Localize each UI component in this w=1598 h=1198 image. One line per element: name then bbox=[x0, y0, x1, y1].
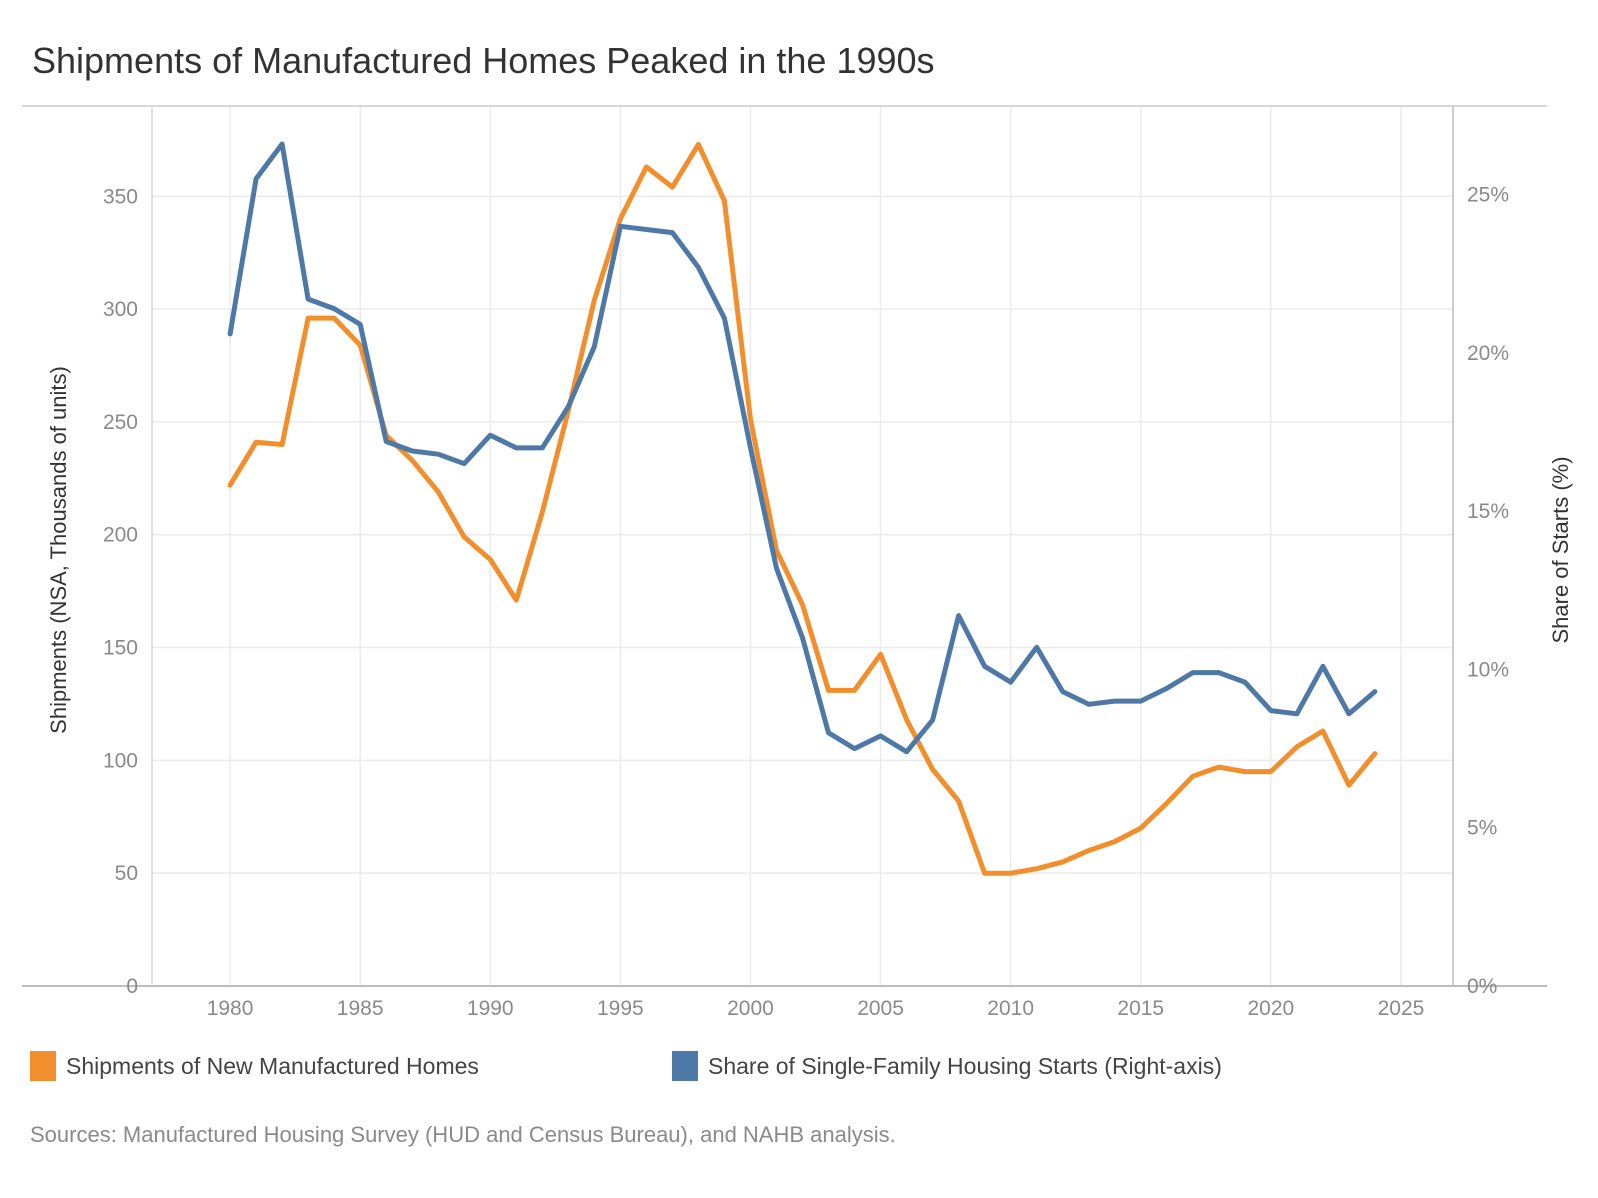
chart-frame bbox=[22, 105, 1547, 987]
y-tick-label: 350 bbox=[103, 185, 138, 208]
legend-label-share: Share of Single-Family Housing Starts (R… bbox=[708, 1052, 1222, 1079]
y2-tick-label: 5% bbox=[1467, 817, 1497, 840]
legend-swatch-blue bbox=[672, 1051, 698, 1081]
y-tick-label: 100 bbox=[103, 749, 138, 772]
legend-item-share: Share of Single-Family Housing Starts (R… bbox=[672, 1048, 1222, 1084]
y-tick-label: 50 bbox=[115, 862, 138, 885]
series bbox=[227, 141, 1378, 876]
x-tick-label: 2020 bbox=[1248, 997, 1295, 1020]
series-line-shipments bbox=[227, 141, 1378, 876]
x-tick-label: 2015 bbox=[1117, 997, 1164, 1020]
y2-tick-label: 0% bbox=[1467, 975, 1497, 998]
source-note: Sources: Manufactured Housing Survey (HU… bbox=[30, 1122, 896, 1147]
series-line-share bbox=[227, 141, 1378, 755]
y2-tick-label: 10% bbox=[1467, 658, 1509, 681]
x-tick-label: 2000 bbox=[727, 997, 774, 1020]
y-tick-label: 250 bbox=[103, 411, 138, 434]
axes: 1980 1985 1990 1995 2000 2005 2010 2015 2020 2025… bbox=[103, 184, 1509, 1020]
x-tick-label: 1980 bbox=[207, 997, 254, 1020]
y-axis-title: Shipments (NSA, Thousands of units) bbox=[46, 366, 71, 734]
y2-tick-label: 25% bbox=[1467, 184, 1509, 207]
legend-item-shipments: Shipments of New Manufactured Homes bbox=[30, 1048, 479, 1084]
y2-tick-label: 15% bbox=[1467, 500, 1509, 523]
x-tick-label: 2010 bbox=[987, 997, 1034, 1020]
y2-axis-title: Share of Starts (%) bbox=[1548, 456, 1573, 643]
x-tick-label: 1985 bbox=[337, 997, 384, 1020]
y-tick-label: 200 bbox=[103, 524, 138, 547]
x-tick-label: 1990 bbox=[467, 997, 514, 1020]
legend-swatch-orange bbox=[30, 1051, 56, 1081]
y-tick-label: 150 bbox=[103, 637, 138, 660]
chart-title: Shipments of Manufactured Homes Peaked i… bbox=[32, 40, 935, 81]
x-tick-label: 1995 bbox=[597, 997, 644, 1020]
y2-tick-label: 20% bbox=[1467, 342, 1509, 365]
legend-label-shipments: Shipments of New Manufactured Homes bbox=[66, 1052, 479, 1079]
x-tick-label: 2025 bbox=[1378, 997, 1425, 1020]
x-tick-label: 2005 bbox=[857, 997, 904, 1020]
y-tick-label: 300 bbox=[103, 298, 138, 321]
gridlines bbox=[152, 106, 1453, 986]
y-tick-label: 0 bbox=[126, 975, 138, 998]
